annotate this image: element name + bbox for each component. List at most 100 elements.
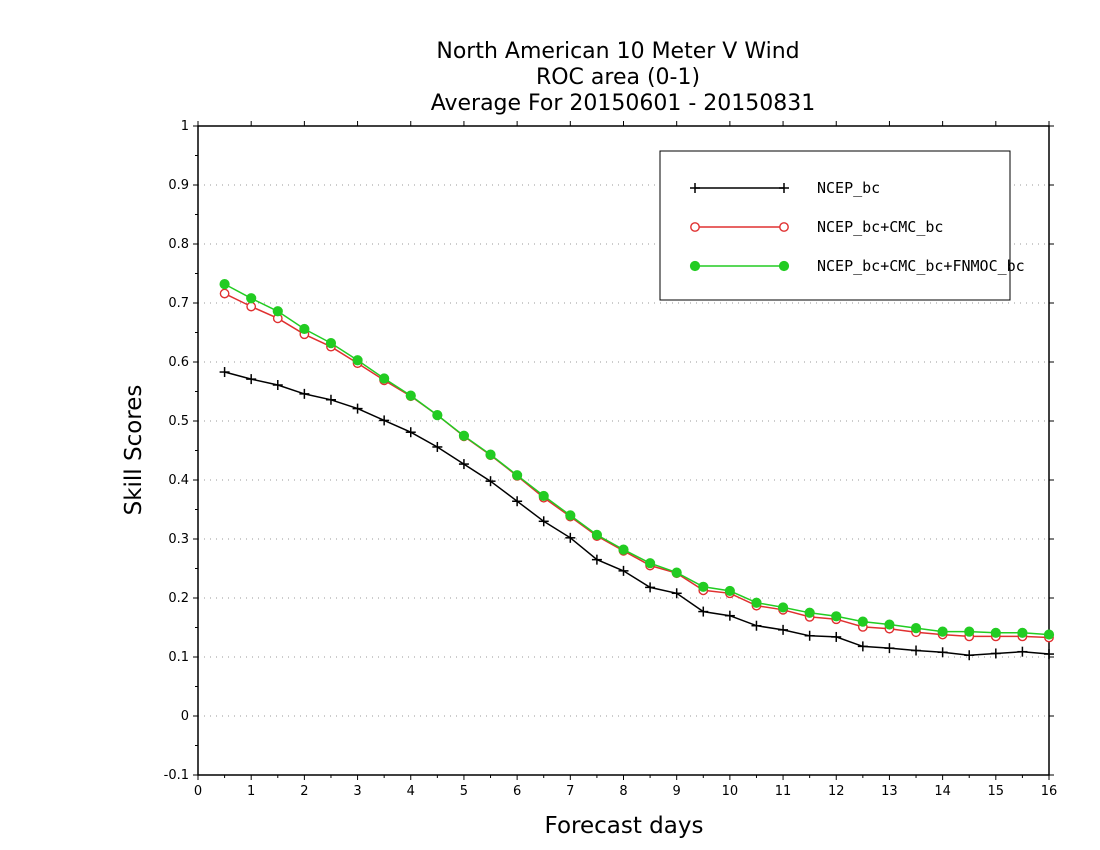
data-point — [538, 516, 549, 527]
x-tick-label: 16 — [1041, 784, 1058, 799]
data-point — [299, 388, 310, 399]
chart-title-line-3: Average For 20150601 - 20150831 — [431, 91, 816, 116]
data-point — [591, 554, 602, 565]
data-point — [405, 390, 416, 401]
data-point — [751, 597, 762, 608]
x-tick-label: 7 — [566, 784, 574, 799]
data-point — [565, 510, 576, 521]
data-point — [246, 301, 257, 312]
data-point — [299, 323, 310, 335]
data-point — [645, 582, 656, 593]
legend-entry: NCEP_bc+CMC_bc — [690, 218, 943, 236]
y-tick-label: -0.1 — [164, 768, 189, 783]
y-tick-label: 0.6 — [168, 355, 189, 370]
x-tick-label: 4 — [407, 784, 415, 799]
y-tick-label: 0.1 — [168, 650, 189, 665]
data-point — [458, 430, 470, 441]
data-point — [538, 490, 549, 502]
data-point — [618, 565, 629, 576]
axes: -0.100.10.20.30.40.50.60.70.80.910 1 2 3 4 5 6… — [164, 119, 1058, 799]
data-point — [937, 626, 948, 637]
data-point — [964, 626, 975, 637]
data-point — [379, 415, 390, 426]
data-point — [272, 380, 283, 391]
data-point — [458, 459, 469, 470]
series-line — [224, 371, 1050, 656]
data-point — [644, 558, 656, 569]
data-point — [352, 355, 363, 366]
legend-entry: NCEP_bc — [690, 179, 880, 197]
chart-title-line-2: ROC area (0-1) — [536, 65, 700, 90]
legend-marker — [779, 222, 789, 232]
chart-title-line-1: North American 10 Meter V Wind — [436, 39, 799, 64]
series-line — [224, 283, 1050, 636]
y-tick-label: 0.2 — [168, 591, 189, 606]
data-point — [246, 374, 257, 385]
legend-marker — [779, 183, 789, 193]
legend-marker — [778, 260, 790, 272]
data-point — [751, 620, 762, 631]
y-tick-label: 1 — [181, 119, 189, 134]
legend-entry: NCEP_bc+CMC_bc+FNMOC_bc — [689, 257, 1025, 275]
y-tick-label: 0.3 — [168, 532, 189, 547]
data-point — [724, 610, 735, 621]
data-point — [325, 338, 337, 349]
data-point — [246, 293, 257, 304]
x-tick-label: 2 — [300, 784, 308, 799]
data-point — [910, 622, 922, 634]
x-tick-label: 11 — [775, 784, 792, 799]
data-point — [884, 619, 895, 630]
data-point — [884, 643, 895, 654]
y-tick-label: 0.8 — [168, 237, 189, 252]
legend: NCEP_bc NCEP_bc+CMC_bc NCEP_bc+CMC_bc+FNMO… — [659, 150, 1025, 301]
data-point — [405, 427, 416, 438]
data-point — [485, 476, 496, 487]
data-point — [964, 650, 975, 661]
data-point — [512, 470, 523, 481]
data-point — [857, 641, 868, 652]
series-2 — [219, 279, 1055, 640]
data-point — [432, 441, 443, 452]
y-tick-label: 0.4 — [168, 473, 189, 488]
data-point — [591, 529, 603, 540]
data-point — [485, 449, 496, 460]
data-point — [777, 602, 789, 613]
data-point — [698, 581, 709, 592]
data-point — [671, 588, 682, 599]
legend-label: NCEP_bc+CMC_bc — [817, 218, 943, 236]
data-point — [1044, 649, 1054, 660]
data-point — [432, 410, 443, 421]
y-tick-label: 0.9 — [168, 178, 189, 193]
data-point — [778, 624, 789, 635]
chart-title: North American 10 Meter V Wind ROC area … — [431, 39, 816, 116]
series-1 — [219, 288, 1054, 643]
x-tick-label: 3 — [353, 784, 361, 799]
series-0 — [219, 367, 1054, 661]
x-tick-label: 0 — [194, 784, 202, 799]
data-point — [379, 373, 390, 384]
x-tick-label: 5 — [460, 784, 468, 799]
legend-marker — [690, 222, 700, 232]
legend-box — [659, 150, 1011, 301]
data-point — [512, 496, 523, 507]
data-point — [937, 647, 948, 658]
data-point — [990, 648, 1001, 659]
data-point — [990, 627, 1001, 638]
x-tick-label: 9 — [673, 784, 681, 799]
x-tick-label: 14 — [934, 784, 951, 799]
x-axis-title: Forecast days — [545, 813, 704, 839]
y-tick-label: 0.7 — [168, 296, 189, 311]
x-tick-label: 15 — [988, 784, 1005, 799]
data-point — [804, 607, 815, 618]
data-point — [1017, 627, 1028, 638]
x-tick-label: 10 — [722, 784, 739, 799]
x-tick-label: 13 — [881, 784, 898, 799]
data-point — [219, 367, 230, 378]
data-point — [857, 616, 868, 627]
data-point — [911, 645, 922, 656]
legend-label: NCEP_bc — [817, 179, 880, 197]
series-line — [224, 292, 1050, 639]
legend-marker — [689, 260, 701, 272]
legend-marker — [690, 183, 700, 193]
